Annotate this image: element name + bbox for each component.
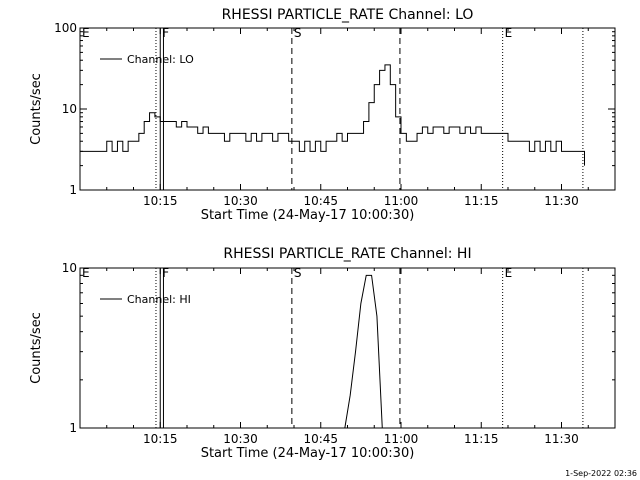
x-tick-label: 11:30 xyxy=(544,194,579,208)
panel-lo-channel: RHESSI PARTICLE_RATE Channel: LO E F S E 10:1… xyxy=(29,7,616,223)
timestamp-label: 1-Sep-2022 02:36 xyxy=(565,469,637,478)
y-tick-label: 1 xyxy=(69,183,77,197)
y-tick-label: 100 xyxy=(54,21,77,35)
x-tick-label: 11:15 xyxy=(464,194,499,208)
chart-title: RHESSI PARTICLE_RATE Channel: HI xyxy=(223,246,471,262)
x-tick-label: 11:00 xyxy=(384,194,419,208)
x-tick-label: 11:30 xyxy=(544,432,579,446)
marker-label: S xyxy=(294,266,302,280)
chart-title: RHESSI PARTICLE_RATE Channel: LO xyxy=(222,7,474,23)
series-line xyxy=(344,274,383,429)
x-tick-label: 10:30 xyxy=(223,432,258,446)
y-tick-label: 10 xyxy=(62,261,77,275)
x-tick-label: 10:15 xyxy=(143,432,178,446)
x-axis-label: Start Time (24-May-17 10:00:30) xyxy=(201,446,415,461)
marker-label: F xyxy=(162,26,169,40)
marker-label: E xyxy=(82,266,90,280)
y-axis-label: Counts/sec xyxy=(29,312,44,384)
panel-hi-channel: RHESSI PARTICLE_RATE Channel: HI E F S E 10:1… xyxy=(29,246,616,461)
series-line xyxy=(80,64,586,166)
x-tick-label: 11:15 xyxy=(464,432,499,446)
x-tick-label: 11:00 xyxy=(384,432,419,446)
marker-label: E xyxy=(505,266,513,280)
x-tick-label: 10:30 xyxy=(223,194,258,208)
y-tick-label: 1 xyxy=(69,421,77,435)
marker-label: E xyxy=(82,26,90,40)
x-axis-label: Start Time (24-May-17 10:00:30) xyxy=(201,208,415,223)
x-tick-label: 10:45 xyxy=(303,432,338,446)
y-tick-label: 10 xyxy=(62,102,77,116)
x-tick-label: 10:15 xyxy=(143,194,178,208)
marker-label: F xyxy=(162,266,169,280)
y-axis-label: Counts/sec xyxy=(29,73,44,145)
marker-label: S xyxy=(294,26,302,40)
legend-label: Channel: LO xyxy=(127,53,194,66)
marker-label: E xyxy=(505,26,513,40)
legend-label: Channel: HI xyxy=(127,293,191,306)
x-tick-label: 10:45 xyxy=(303,194,338,208)
